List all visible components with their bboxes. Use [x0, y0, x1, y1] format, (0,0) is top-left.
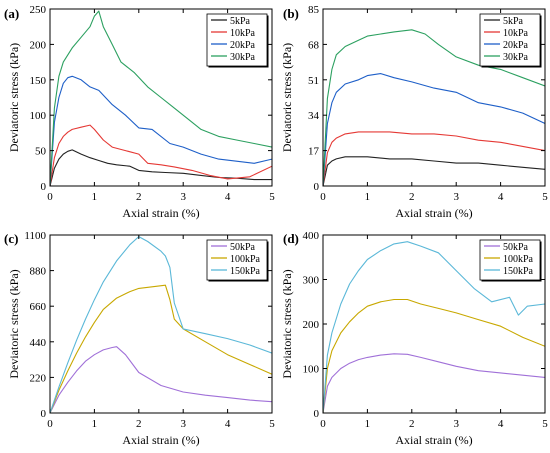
- x-tick-label: 1: [92, 418, 98, 430]
- legend-label: 5kPa: [230, 16, 251, 27]
- y-tick-label: 17: [308, 146, 320, 158]
- x-axis-label: Axial strain (%): [395, 206, 472, 220]
- y-axis-label: Deviatoric stress (kPa): [280, 43, 294, 152]
- series-line-50kPa: [323, 353, 545, 413]
- x-tick-label: 4: [225, 418, 231, 430]
- series-line-150kPa: [323, 241, 545, 413]
- y-tick-label: 50: [35, 146, 47, 158]
- x-axis-label: Axial strain (%): [122, 206, 199, 220]
- legend-label: 50kPa: [230, 242, 256, 253]
- y-tick-label: 150: [30, 75, 47, 87]
- x-tick-label: 1: [365, 191, 371, 203]
- x-tick-label: 5: [542, 418, 548, 430]
- series-line-100kPa: [323, 298, 545, 413]
- legend-label: 10kPa: [503, 28, 529, 39]
- x-tick-label: 4: [225, 191, 231, 203]
- y-tick-label: 100: [30, 110, 47, 122]
- legend-box: [206, 13, 268, 67]
- legend-label: 10kPa: [230, 28, 256, 39]
- y-axis-label: Deviatoric stress (kPa): [7, 269, 21, 378]
- y-tick-label: 400: [303, 230, 320, 242]
- panel-3: 0 1 2 3 4 5 0 100 200 300 400 Axial strain (%) Devia…: [280, 230, 548, 447]
- x-tick-label: 0: [320, 418, 326, 430]
- plot-frame: [49, 8, 273, 187]
- series-line-20kPa: [50, 75, 272, 186]
- panel-label: (c): [4, 231, 18, 246]
- y-tick-label: 0: [41, 408, 47, 420]
- y-tick-label: 880: [30, 266, 47, 278]
- x-tick-label: 2: [136, 418, 142, 430]
- y-axis-label: Deviatoric stress (kPa): [280, 269, 294, 378]
- y-tick-label: 220: [30, 372, 47, 384]
- x-tick-label: 3: [180, 191, 186, 203]
- legend-label: 50kPa: [503, 242, 529, 253]
- y-tick-label: 0: [41, 181, 47, 193]
- legend-box: [479, 13, 541, 67]
- x-tick-label: 4: [498, 418, 504, 430]
- series-line-150kPa: [50, 236, 272, 413]
- y-axis-label: Deviatoric stress (kPa): [7, 43, 21, 152]
- y-tick-label: 250: [30, 4, 47, 16]
- legend-label: 30kPa: [503, 52, 529, 63]
- x-tick-label: 3: [180, 418, 186, 430]
- y-tick-label: 0: [314, 408, 320, 420]
- x-tick-label: 5: [269, 191, 275, 203]
- y-tick-label: 34: [308, 110, 320, 122]
- panel-label: (a): [4, 6, 19, 21]
- x-tick-label: 2: [409, 191, 415, 203]
- series-line-100kPa: [50, 284, 272, 413]
- y-tick-label: 1100: [24, 230, 46, 242]
- x-tick-label: 0: [47, 418, 53, 430]
- y-tick-label: 200: [303, 319, 320, 331]
- x-axis-label: Axial strain (%): [122, 433, 199, 447]
- legend-box: [479, 239, 541, 281]
- y-tick-label: 660: [30, 301, 47, 313]
- y-tick-label: 0: [314, 181, 320, 193]
- series-line-50kPa: [50, 346, 272, 413]
- y-tick-label: 51: [308, 75, 319, 87]
- series-line-20kPa: [323, 73, 545, 186]
- legend-label: 100kPa: [503, 254, 534, 265]
- y-tick-label: 200: [30, 39, 47, 51]
- panel-2: 0 1 2 3 4 5 0 220 440 660 880 1100 Axial strain (%) D…: [4, 230, 275, 447]
- x-tick-label: 5: [542, 191, 548, 203]
- plot-frame: [49, 234, 273, 414]
- legend-label: 150kPa: [503, 266, 534, 277]
- x-tick-label: 4: [498, 191, 504, 203]
- series-line-30kPa: [50, 10, 272, 186]
- panel-label: (b): [283, 6, 299, 21]
- x-tick-label: 5: [269, 418, 275, 430]
- y-tick-label: 300: [303, 275, 320, 287]
- x-tick-label: 1: [365, 418, 371, 430]
- y-tick-label: 68: [308, 39, 320, 51]
- x-tick-label: 3: [453, 191, 459, 203]
- x-tick-label: 2: [409, 418, 415, 430]
- x-tick-label: 0: [320, 191, 326, 203]
- y-tick-label: 100: [303, 364, 320, 376]
- x-tick-label: 2: [136, 191, 142, 203]
- x-tick-label: 3: [453, 418, 459, 430]
- plot-frame: [322, 8, 546, 187]
- legend-label: 5kPa: [503, 16, 524, 27]
- x-tick-label: 1: [92, 191, 98, 203]
- y-tick-label: 440: [30, 337, 47, 349]
- series-line-5kPa: [50, 149, 272, 186]
- legend-box: [206, 239, 268, 281]
- x-axis-label: Axial strain (%): [395, 433, 472, 447]
- panel-label: (d): [283, 231, 299, 246]
- legend-label: 20kPa: [230, 40, 256, 51]
- series-line-10kPa: [50, 124, 272, 186]
- legend-label: 30kPa: [230, 52, 256, 63]
- legend-label: 20kPa: [503, 40, 529, 51]
- series-line-5kPa: [323, 156, 545, 186]
- series-line-10kPa: [323, 131, 545, 186]
- legend-label: 150kPa: [230, 266, 261, 277]
- legend-label: 100kPa: [230, 254, 261, 265]
- y-tick-label: 85: [308, 4, 320, 16]
- x-tick-label: 0: [47, 191, 53, 203]
